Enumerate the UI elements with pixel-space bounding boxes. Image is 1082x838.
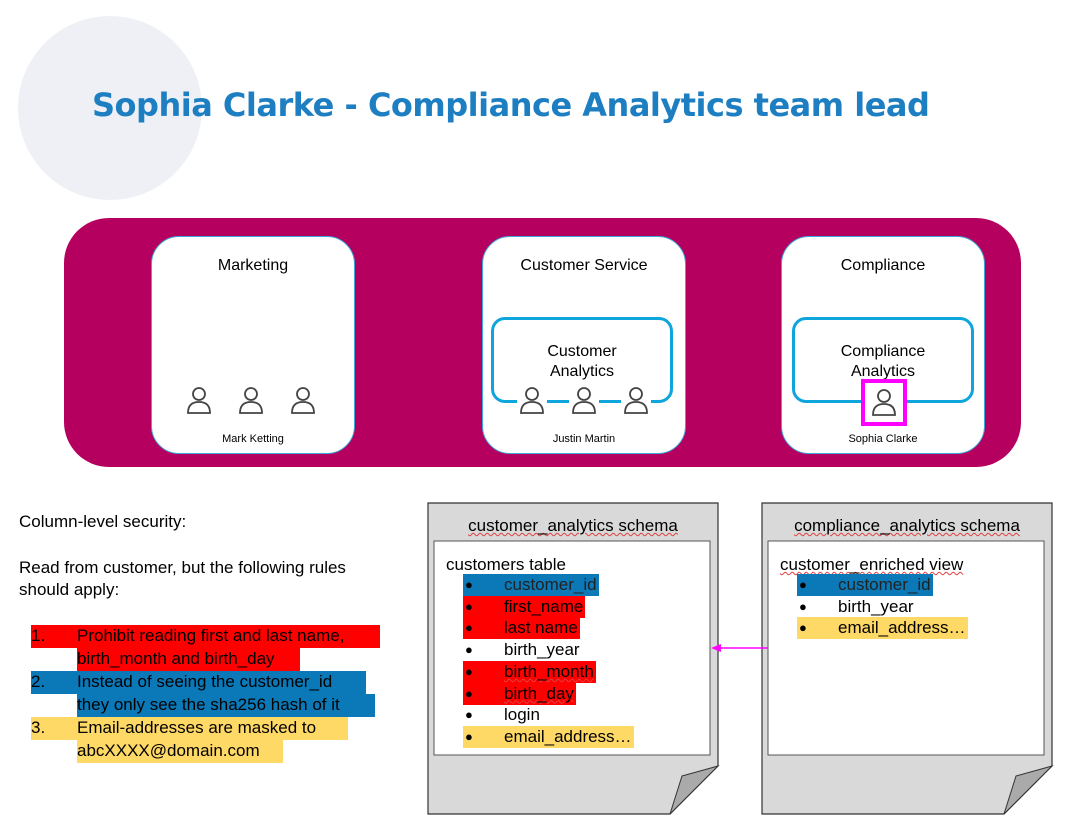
column-name: birth_month bbox=[504, 661, 594, 681]
column-name: birth_day bbox=[504, 683, 574, 703]
column-item: ● email_address… bbox=[463, 725, 634, 748]
person-icon bbox=[184, 385, 214, 417]
rule-number: 2. bbox=[31, 672, 46, 691]
rule-text: abcXXXX@domain.com bbox=[77, 741, 260, 760]
rule-text: birth_month and birth_day bbox=[77, 649, 275, 668]
column-name: customer_id bbox=[838, 575, 931, 594]
column-item: ● login bbox=[463, 704, 542, 726]
bullet-icon: ● bbox=[465, 620, 473, 636]
person-icon bbox=[621, 385, 651, 417]
column-name: customer_id bbox=[504, 575, 597, 594]
column-name: last name bbox=[504, 618, 578, 638]
column-item: ● birth_year bbox=[463, 639, 582, 661]
column-name: birth_year bbox=[838, 596, 914, 616]
bullet-icon: ● bbox=[465, 642, 473, 658]
bullet-icon: ● bbox=[465, 598, 473, 614]
notes-intro: Read from customer, but the following ru… bbox=[19, 558, 346, 577]
bullet-icon: ● bbox=[799, 598, 807, 614]
column-name: email_address… bbox=[504, 726, 632, 746]
rule-text: Prohibit reading first and last name, bbox=[77, 626, 345, 645]
rule-number: 3. bbox=[31, 718, 46, 737]
decorative-circle bbox=[18, 16, 202, 200]
column-name: email_address… bbox=[838, 618, 966, 638]
person-icon bbox=[517, 385, 547, 417]
lead-name: Mark Ketting bbox=[222, 433, 284, 445]
page-title: Sophia Clarke - Compliance Analytics tea… bbox=[92, 86, 930, 124]
department-compliance: Compliance Compliance Analytics Sophia Cl… bbox=[781, 236, 985, 454]
highlighted-person-icon bbox=[861, 379, 907, 426]
column-name: login bbox=[504, 705, 540, 725]
lead-name: Sophia Clarke bbox=[848, 433, 918, 445]
rule-number: 1. bbox=[31, 626, 46, 645]
bullet-icon: ● bbox=[799, 620, 807, 636]
column-item: ● customer_id bbox=[797, 574, 933, 596]
person-icon bbox=[569, 385, 599, 417]
bullet-icon: ● bbox=[465, 663, 473, 679]
table-title: customers table bbox=[446, 555, 566, 574]
team-title: Compliance bbox=[840, 343, 926, 360]
rule-text: Email-addresses are masked to bbox=[77, 718, 317, 737]
rule-text: they only see the sha256 hash of it bbox=[77, 695, 340, 714]
department-title: Compliance bbox=[840, 257, 926, 274]
column-item: ● birth_day bbox=[463, 682, 576, 705]
bullet-icon: ● bbox=[465, 685, 473, 701]
lead-name: Justin Martin bbox=[552, 433, 616, 445]
department-title: Customer Service bbox=[520, 257, 648, 274]
schema-title: compliance_analytics schema bbox=[794, 516, 1020, 535]
column-name: first_name bbox=[504, 596, 584, 616]
notes-heading: Column-level security: bbox=[19, 512, 187, 531]
bullet-icon: ● bbox=[465, 707, 473, 723]
bullet-icon: ● bbox=[465, 728, 473, 744]
notes-intro: should apply: bbox=[19, 580, 120, 599]
column-item: ● birth_year bbox=[797, 596, 916, 618]
column-item: ● customer_id bbox=[463, 574, 599, 596]
team-title: Analytics bbox=[850, 363, 916, 380]
bullet-icon: ● bbox=[799, 577, 807, 592]
schema-title: customer_analytics schema bbox=[468, 516, 678, 535]
column-name: birth_year bbox=[504, 640, 580, 660]
column-item: ● last name bbox=[463, 617, 580, 640]
reference-arrow bbox=[711, 644, 768, 652]
column-item: ● first_name bbox=[463, 595, 586, 618]
department-title: Marketing bbox=[217, 257, 289, 274]
column-item: ● email_address… bbox=[797, 617, 968, 640]
column-item: ● birth_month bbox=[463, 660, 596, 683]
person-icon bbox=[288, 385, 318, 417]
team-title: Customer bbox=[547, 343, 617, 360]
department-marketing: Marketing Mark Ketting bbox=[151, 236, 355, 454]
view-title: customer_enriched view bbox=[780, 555, 964, 574]
person-icon bbox=[236, 385, 266, 417]
bullet-icon: ● bbox=[465, 577, 473, 592]
rule-text: Instead of seeing the customer_id bbox=[77, 672, 333, 691]
department-customer-service: Customer Service Customer Analytics Justi… bbox=[482, 236, 686, 454]
team-title: Analytics bbox=[549, 363, 615, 380]
document-shape bbox=[761, 502, 1054, 815]
